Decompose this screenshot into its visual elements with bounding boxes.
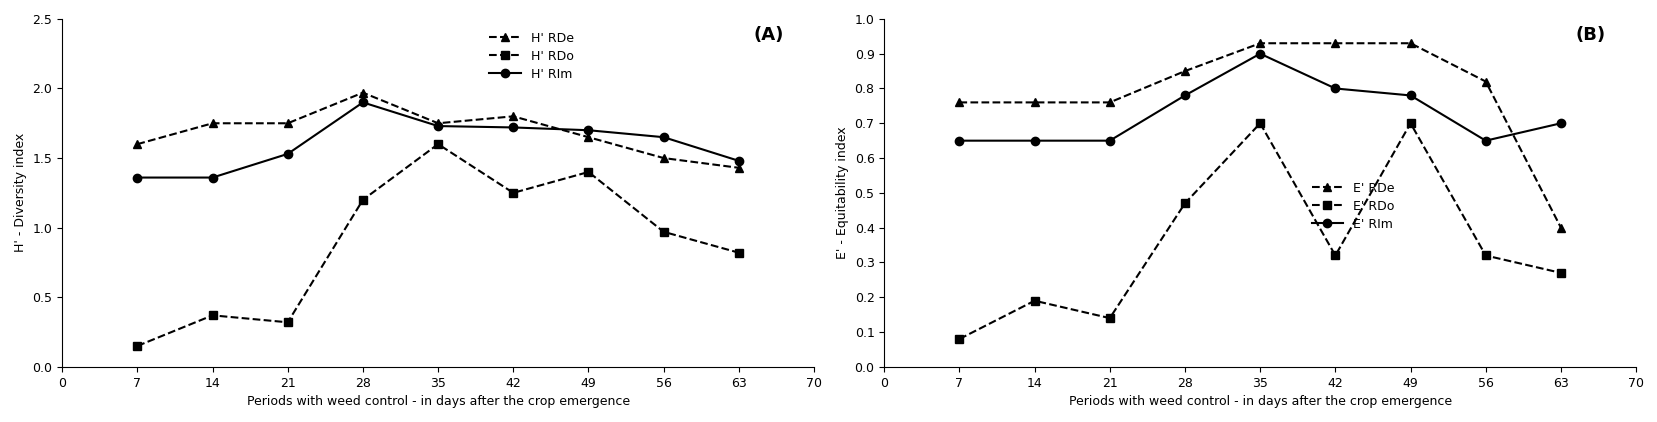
E' RIm [1324,86,1344,91]
H' RDe [278,121,298,126]
H' RDo [128,344,147,349]
H' RDe [653,156,673,161]
Line: H' RDe: H' RDe [133,89,742,172]
E' RDo [1175,201,1195,206]
Legend: E' RDe, E' RDo, E' RIm: E' RDe, E' RDo, E' RIm [1311,182,1394,231]
E' RIm [949,138,969,143]
H' RDo [578,170,598,175]
E' RDe [1249,41,1269,46]
H' RDo [653,229,673,234]
H' RDo [202,313,222,318]
H' RIm [353,100,373,105]
H' RDo [504,190,524,195]
Y-axis label: H' - Diversity index: H' - Diversity index [13,133,27,252]
H' RDe [128,142,147,147]
Legend: H' RDe, H' RDo, H' RIm: H' RDe, H' RDo, H' RIm [489,32,573,81]
H' RIm [504,125,524,130]
Line: H' RDo: H' RDo [133,140,742,350]
E' RIm [1249,51,1269,56]
E' RDe [1024,100,1044,105]
E' RIm [1175,93,1195,98]
H' RIm [128,175,147,180]
Y-axis label: E' - Equitability index: E' - Equitability index [835,127,848,259]
E' RIm [1475,138,1495,143]
H' RDo [729,250,749,255]
E' RDo [1475,253,1495,258]
H' RIm [278,151,298,157]
E' RDe [1324,41,1344,46]
H' RDe [729,165,749,170]
E' RDo [1249,121,1269,126]
E' RDo [1099,316,1118,321]
H' RDe [202,121,222,126]
E' RDo [1024,298,1044,303]
Line: E' RIm: E' RIm [954,49,1564,145]
H' RIm [428,124,447,129]
X-axis label: Periods with weed control - in days after the crop emergence: Periods with weed control - in days afte… [247,395,630,408]
H' RIm [729,158,749,163]
H' RDe [353,90,373,95]
E' RDe [1400,41,1420,46]
H' RDe [578,135,598,140]
H' RDo [428,142,447,147]
E' RIm [1549,121,1569,126]
E' RIm [1400,93,1420,98]
H' RIm [653,135,673,140]
H' RIm [578,128,598,133]
E' RDo [1400,121,1420,126]
E' RDe [1549,225,1569,230]
Line: H' RIm: H' RIm [133,98,742,182]
Text: (A): (A) [754,26,784,44]
E' RIm [1024,138,1044,143]
Text: (B): (B) [1574,26,1606,44]
H' RDe [428,121,447,126]
H' RDe [504,114,524,119]
E' RDo [949,336,969,341]
H' RIm [202,175,222,180]
H' RDo [278,320,298,325]
E' RDe [949,100,969,105]
H' RDo [353,197,373,203]
E' RDe [1175,68,1195,73]
X-axis label: Periods with weed control - in days after the crop emergence: Periods with weed control - in days afte… [1069,395,1452,408]
Line: E' RDe: E' RDe [954,39,1564,232]
E' RIm [1099,138,1118,143]
Line: E' RDo: E' RDo [954,119,1564,343]
E' RDe [1475,79,1495,84]
E' RDe [1099,100,1118,105]
E' RDo [1324,253,1344,258]
E' RDo [1549,271,1569,276]
